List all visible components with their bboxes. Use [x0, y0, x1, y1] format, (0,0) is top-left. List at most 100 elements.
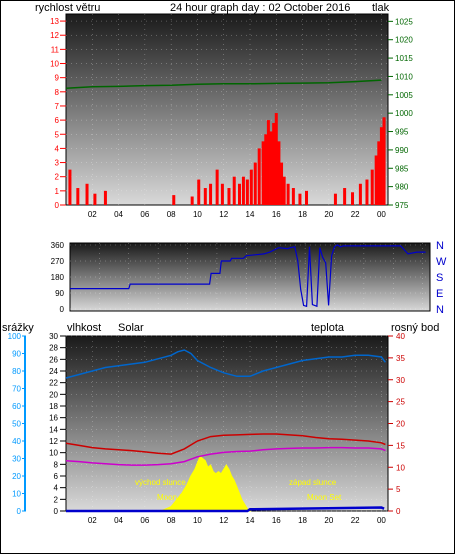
y-tick-pressure: 1010: [395, 72, 413, 81]
y-tick-rain: 14: [49, 425, 58, 434]
y-tick-temperature: 35: [396, 354, 405, 363]
y-tick-direction: 90: [55, 289, 64, 298]
solar-label: Solar: [118, 322, 144, 334]
compass-label: S: [436, 272, 443, 284]
y-tick-direction: 270: [51, 257, 65, 266]
y-tick-pressure: 985: [395, 164, 409, 173]
y-tick-rain: 18: [49, 402, 58, 411]
wind-bar: [93, 193, 97, 205]
wind-bar: [365, 179, 369, 205]
y-tick-humidity: 70: [12, 385, 21, 394]
wind-bar: [305, 190, 309, 205]
y-tick-humidity: 20: [12, 472, 21, 481]
wind-bar: [351, 192, 355, 205]
wind-bar: [282, 176, 286, 205]
y-tick-pressure: 1025: [395, 17, 413, 26]
pressure-line: [65, 79, 382, 89]
x-tick: 12: [219, 516, 228, 525]
y-tick-humidity: 50: [12, 420, 21, 429]
rain-label: srážky: [2, 322, 34, 334]
y-tick-wind: 12: [50, 31, 59, 40]
graph-title: 24 hour graph day : 02 October 2016: [170, 2, 350, 14]
wind-bar: [343, 188, 347, 205]
wind-bar: [76, 188, 80, 205]
wind-bar: [172, 195, 176, 205]
wind-bar: [220, 183, 224, 205]
temperature-label: teplota: [311, 322, 345, 334]
y-tick-wind: 4: [55, 144, 60, 153]
x-tick: 02: [88, 210, 97, 219]
x-tick: 08: [167, 210, 176, 219]
y-tick-humidity: 90: [12, 350, 21, 359]
wind-bar: [249, 169, 253, 205]
y-tick-rain: 0: [54, 507, 59, 516]
wind-bar: [241, 176, 245, 205]
wind-bar: [379, 127, 383, 205]
x-tick: 06: [140, 516, 149, 525]
y-tick-wind: 1: [55, 187, 60, 196]
y-tick-pressure: 1000: [395, 109, 413, 118]
wind-bar: [382, 117, 386, 205]
wind-bar: [203, 188, 207, 205]
y-tick-rain: 10: [49, 449, 58, 458]
wind-bar: [190, 196, 194, 205]
wind-bar: [103, 190, 107, 205]
y-tick-pressure: 1005: [395, 91, 413, 100]
wind-bar: [333, 193, 337, 205]
x-tick: 08: [167, 516, 176, 525]
sunrise-label: východ slunce: [135, 478, 186, 487]
y-tick-temperature: 0: [396, 507, 401, 516]
y-tick-pressure: 990: [395, 146, 409, 155]
dewpoint-label: rosný bod: [391, 322, 439, 334]
y-tick-pressure: 1020: [395, 36, 413, 45]
y-tick-wind: 10: [50, 60, 59, 69]
pressure-label: tlak: [372, 2, 390, 14]
y-tick-rain: 22: [49, 379, 58, 388]
humidity-label: vlhkost: [67, 322, 101, 334]
y-tick-rain: 16: [49, 414, 58, 423]
wind-bar: [197, 179, 201, 205]
y-tick-wind: 2: [55, 173, 60, 182]
x-tick: 00: [377, 516, 386, 525]
wind-bar: [85, 183, 89, 205]
y-tick-humidity: 60: [12, 402, 21, 411]
x-tick: 20: [324, 516, 333, 525]
y-tick-humidity: 40: [12, 437, 21, 446]
moonrise-label: Moon Rise: [157, 493, 196, 502]
compass-label: W: [436, 256, 447, 268]
compass-label: N: [436, 304, 444, 316]
wind-bar: [358, 183, 362, 205]
y-tick-humidity: 0: [17, 507, 22, 516]
x-tick: 20: [324, 210, 333, 219]
y-tick-pressure: 975: [395, 201, 409, 210]
wind-bar: [280, 162, 284, 205]
wind-bar: [264, 134, 268, 205]
x-tick: 06: [140, 210, 149, 219]
y-tick-rain: 6: [54, 472, 59, 481]
y-tick-wind: 11: [51, 45, 60, 54]
compass-label: E: [436, 288, 443, 300]
wind-bar: [272, 122, 276, 205]
y-tick-wind: 5: [55, 130, 60, 139]
y-tick-direction: 0: [60, 305, 65, 314]
y-tick-wind: 0: [55, 201, 60, 210]
x-tick: 10: [193, 210, 202, 219]
wind-bar: [266, 120, 270, 205]
y-tick-temperature: 40: [396, 332, 405, 341]
y-tick-wind: 6: [55, 116, 60, 125]
wind-bar: [269, 131, 273, 205]
y-tick-wind: 8: [55, 88, 60, 97]
y-tick-pressure: 995: [395, 128, 409, 137]
plot-area-wind: [65, 13, 389, 206]
y-tick-rain: 4: [54, 484, 59, 493]
x-tick: 16: [272, 516, 281, 525]
moonset-label: Moon Set: [307, 493, 342, 502]
x-tick: 02: [88, 516, 97, 525]
x-tick: 14: [246, 516, 255, 525]
wind-bar: [209, 183, 213, 205]
y-tick-wind: 9: [55, 74, 60, 83]
x-tick: 12: [219, 210, 228, 219]
y-tick-temperature: 30: [396, 376, 405, 385]
y-tick-temperature: 15: [396, 441, 405, 450]
